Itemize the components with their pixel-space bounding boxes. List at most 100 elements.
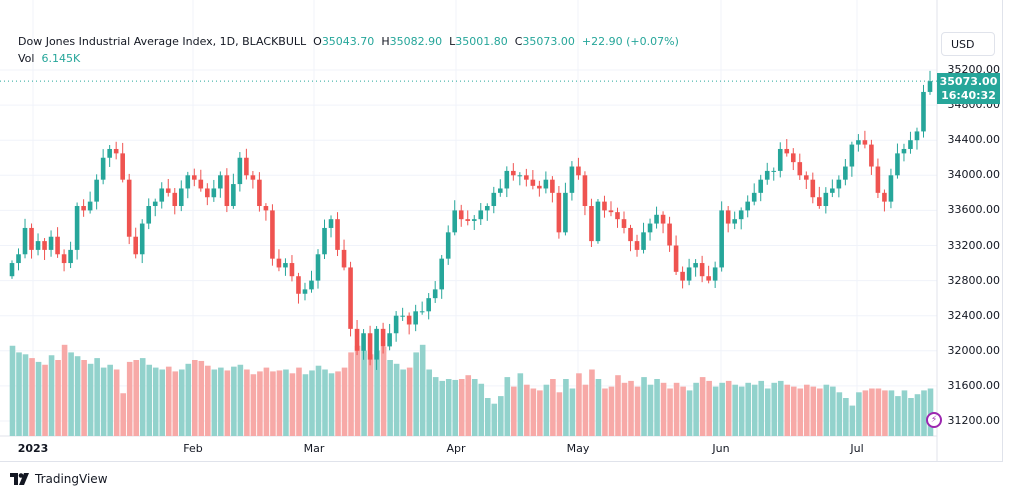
candle-body — [888, 175, 894, 202]
volume-bar — [250, 374, 257, 436]
candle-body — [628, 227, 633, 242]
change-value: +22.90 (+0.07%) — [581, 35, 679, 48]
volume-bar — [849, 405, 856, 436]
candle-body — [22, 227, 28, 255]
volume-bar — [602, 388, 608, 436]
volume-bar — [843, 398, 849, 436]
volume-bar — [478, 383, 485, 436]
volume-bar — [74, 356, 81, 436]
candle-body — [107, 148, 112, 158]
candle-body — [797, 162, 803, 176]
tradingview-logo[interactable]: TradingView — [10, 472, 108, 486]
volume-label: Vol — [18, 52, 35, 65]
events-icon[interactable]: ⚡ — [926, 412, 942, 428]
volume-bar — [641, 377, 647, 436]
candle-body — [387, 333, 392, 347]
volume-bar — [185, 363, 192, 436]
high-value: 35082.90 — [389, 35, 443, 48]
close-label: C — [514, 35, 523, 48]
date-tick: Apr — [446, 442, 466, 455]
volume-bar — [55, 360, 61, 436]
volume-bar — [133, 360, 140, 436]
candlestick-chart[interactable] — [0, 0, 1003, 462]
candle-body — [439, 258, 445, 290]
candle-body — [830, 188, 835, 193]
candle-body — [556, 192, 562, 233]
volume-bar — [895, 396, 901, 436]
candle-body — [589, 206, 594, 242]
candle-body — [927, 81, 933, 92]
volume-bar — [348, 352, 354, 436]
candle-body — [823, 192, 829, 207]
candle-body — [576, 166, 581, 176]
candle-body — [191, 175, 197, 180]
low-label: L — [449, 35, 456, 48]
volume-value: 6.145K — [41, 52, 81, 65]
candle-body — [790, 153, 796, 163]
volume-bar — [517, 373, 524, 436]
volume-bar — [738, 386, 745, 436]
volume-bar — [771, 382, 778, 436]
volume-bar — [921, 390, 927, 436]
volume-bar — [237, 364, 244, 436]
candle-body — [621, 219, 627, 228]
volume-bar — [817, 388, 823, 436]
price-tick: 33600.00 — [947, 203, 1001, 217]
volume-bar — [680, 386, 686, 436]
candle-body — [257, 179, 262, 207]
candle-body — [771, 170, 777, 172]
volume-bar — [328, 373, 335, 436]
candle-body — [803, 175, 809, 180]
volume-bar — [465, 375, 472, 436]
volume-bar — [126, 361, 133, 436]
candle-body — [283, 263, 288, 268]
chart-frame — [0, 0, 1003, 462]
volume-bar — [361, 350, 367, 436]
brand-name: TradingView — [35, 472, 108, 486]
volume-bar — [628, 380, 634, 436]
volume-bar — [784, 384, 791, 436]
candle-body — [224, 175, 230, 207]
candle-body — [146, 206, 152, 224]
candle-body — [654, 214, 659, 224]
candle-body — [563, 192, 568, 233]
candle-body — [165, 188, 171, 193]
volume-bar — [608, 386, 615, 436]
candle-body — [231, 184, 236, 207]
candle-body — [322, 227, 327, 255]
volume-bar — [68, 352, 74, 436]
volume-bar — [393, 363, 400, 436]
volume-bar — [699, 377, 706, 436]
last-price-badge: 35073.00 16:40:32 — [937, 73, 1000, 104]
candle-body — [198, 179, 204, 189]
high-label: H — [381, 35, 390, 48]
candle-body — [400, 315, 405, 317]
candle-body — [380, 328, 386, 347]
candle-body — [641, 232, 646, 250]
volume-bar — [550, 379, 556, 436]
volume-bar — [224, 370, 231, 436]
candle-body — [335, 219, 340, 250]
candle-body — [732, 219, 737, 224]
candle-body — [406, 315, 412, 325]
candle-body — [113, 148, 119, 154]
volume-bar — [426, 369, 432, 436]
volume-bar — [491, 403, 498, 436]
volume-bar — [458, 379, 465, 436]
volume-bar — [87, 363, 94, 436]
candle-body — [647, 223, 653, 233]
candle-body — [361, 333, 366, 351]
volume-bar — [178, 369, 185, 436]
candle-body — [738, 210, 744, 220]
candle-body — [550, 179, 555, 193]
date-tick: May — [566, 442, 590, 455]
volume-bar — [673, 382, 680, 436]
candle-body — [862, 140, 868, 145]
currency-button[interactable]: USD — [941, 32, 995, 56]
candle-body — [9, 263, 15, 277]
volume-bar — [94, 358, 100, 436]
candle-body — [270, 210, 275, 259]
bar-countdown: 16:40:32 — [941, 89, 996, 102]
candle-body — [660, 214, 666, 224]
volume-bar — [218, 367, 224, 436]
